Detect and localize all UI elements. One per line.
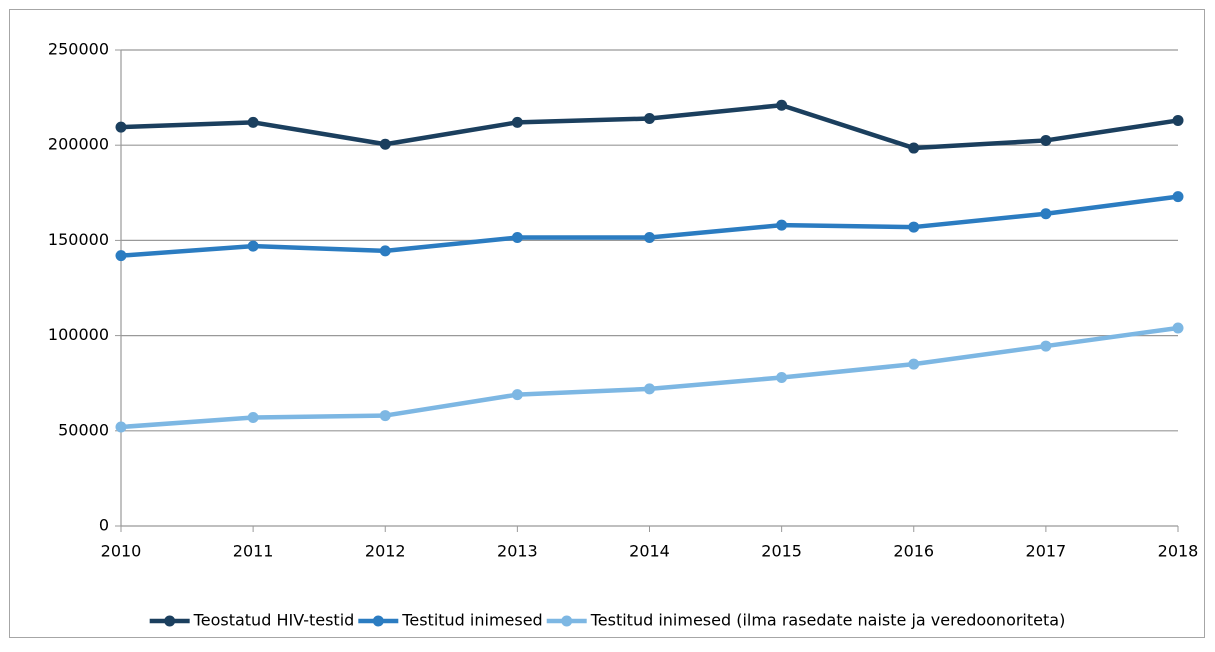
y-tick-label: 100000	[48, 325, 109, 344]
y-tick-label: 0	[99, 516, 109, 535]
data-point	[115, 421, 127, 433]
y-tick-label: 250000	[48, 40, 109, 59]
data-point	[776, 99, 788, 111]
data-point	[776, 219, 788, 231]
data-point	[511, 116, 523, 128]
data-point	[115, 121, 127, 133]
data-point	[908, 358, 920, 370]
data-point	[1040, 208, 1052, 220]
x-tick-label: 2010	[101, 542, 142, 561]
data-point	[511, 232, 523, 244]
chart-border	[9, 9, 1205, 638]
data-point	[1172, 114, 1184, 126]
data-point	[247, 116, 259, 128]
x-tick-label: 2015	[761, 542, 802, 561]
data-point	[1040, 134, 1052, 146]
legend-item: Testitud inimesed (ilma rasedate naiste …	[546, 611, 1066, 630]
x-tick-label: 2017	[1026, 542, 1067, 561]
legend-marker	[561, 615, 573, 627]
data-point	[644, 113, 655, 125]
x-tick-label: 2014	[629, 542, 670, 561]
x-tick-label: 2018	[1158, 542, 1199, 561]
data-point	[644, 232, 655, 244]
legend-item: Teostatud HIV-testid	[149, 611, 355, 630]
data-point	[1172, 191, 1184, 203]
data-point	[115, 250, 127, 262]
y-tick-label: 200000	[48, 135, 109, 154]
y-tick-label: 150000	[48, 230, 109, 249]
x-tick-label: 2016	[893, 542, 934, 561]
x-tick-label: 2011	[233, 542, 274, 561]
x-tick-label: 2012	[365, 542, 406, 561]
data-point	[379, 138, 391, 150]
data-point	[247, 240, 259, 252]
data-point	[1172, 322, 1184, 334]
legend-marker	[372, 615, 384, 627]
legend-label: Testitud inimesed	[401, 611, 542, 630]
data-point	[247, 411, 259, 423]
data-point	[908, 221, 920, 233]
legend-label: Testitud inimesed (ilma rasedate naiste …	[590, 611, 1066, 630]
data-point	[908, 142, 920, 154]
data-point	[1040, 340, 1052, 352]
x-tick-label: 2013	[497, 542, 538, 561]
legend-marker	[164, 615, 176, 627]
data-point	[776, 371, 788, 383]
data-point	[511, 389, 523, 401]
legend-item: Testitud inimesed	[358, 611, 543, 630]
legend-label: Teostatud HIV-testid	[193, 611, 355, 630]
data-point	[379, 410, 391, 422]
data-point	[379, 245, 391, 257]
data-point	[644, 383, 655, 395]
y-tick-label: 50000	[58, 420, 109, 439]
